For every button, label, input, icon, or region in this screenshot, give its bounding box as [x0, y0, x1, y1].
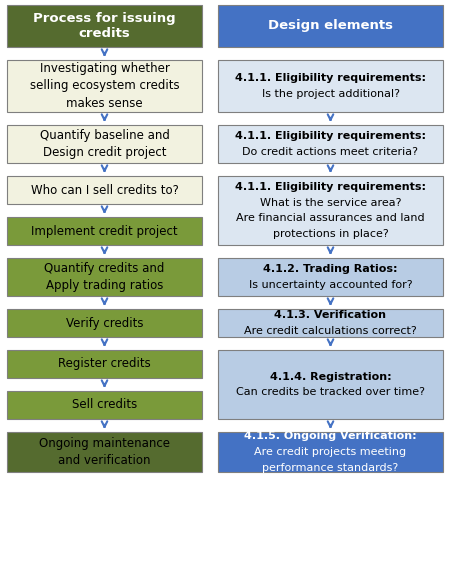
Text: Verify credits: Verify credits [66, 316, 143, 329]
Text: Implement credit project: Implement credit project [31, 224, 178, 237]
Text: makes sense: makes sense [66, 97, 143, 110]
FancyBboxPatch shape [7, 176, 202, 204]
Text: 4.1.1. Eligibility requirements:: 4.1.1. Eligibility requirements: [235, 73, 426, 83]
Text: Are financial assurances and land: Are financial assurances and land [236, 213, 425, 223]
Text: Is uncertainty accounted for?: Is uncertainty accounted for? [249, 280, 412, 290]
FancyBboxPatch shape [7, 258, 202, 296]
FancyBboxPatch shape [7, 217, 202, 245]
FancyBboxPatch shape [218, 432, 443, 472]
Text: Process for issuing
credits: Process for issuing credits [33, 12, 176, 40]
Text: Quantify baseline and: Quantify baseline and [40, 129, 170, 142]
FancyBboxPatch shape [7, 432, 202, 472]
Text: Is the project additional?: Is the project additional? [261, 89, 400, 99]
FancyBboxPatch shape [218, 258, 443, 296]
Text: and verification: and verification [58, 454, 151, 467]
FancyBboxPatch shape [218, 5, 443, 47]
FancyBboxPatch shape [218, 350, 443, 419]
Text: Who can I sell credits to?: Who can I sell credits to? [31, 184, 179, 197]
Text: Design elements: Design elements [268, 20, 393, 33]
Text: 4.1.2. Trading Ratios:: 4.1.2. Trading Ratios: [263, 264, 398, 274]
Text: Apply trading ratios: Apply trading ratios [46, 279, 163, 292]
Text: selling ecosystem credits: selling ecosystem credits [30, 80, 179, 93]
Text: Design credit project: Design credit project [43, 146, 166, 159]
Text: performance standards?: performance standards? [262, 463, 399, 472]
FancyBboxPatch shape [7, 125, 202, 163]
Text: 4.1.1. Eligibility requirements:: 4.1.1. Eligibility requirements: [235, 182, 426, 192]
Text: Ongoing maintenance: Ongoing maintenance [39, 437, 170, 450]
Text: Are credit calculations correct?: Are credit calculations correct? [244, 326, 417, 336]
FancyBboxPatch shape [7, 309, 202, 337]
FancyBboxPatch shape [7, 5, 202, 47]
Text: Can credits be tracked over time?: Can credits be tracked over time? [236, 387, 425, 397]
FancyBboxPatch shape [218, 309, 443, 337]
Text: Quantify credits and: Quantify credits and [44, 262, 165, 275]
Text: What is the service area?: What is the service area? [260, 198, 401, 208]
Text: Investigating whether: Investigating whether [40, 62, 170, 75]
FancyBboxPatch shape [218, 176, 443, 245]
Text: Are credit projects meeting: Are credit projects meeting [254, 447, 406, 457]
Text: 4.1.4. Registration:: 4.1.4. Registration: [270, 372, 392, 382]
Text: Do credit actions meet criteria?: Do credit actions meet criteria? [243, 147, 418, 157]
Text: Register credits: Register credits [58, 358, 151, 371]
FancyBboxPatch shape [7, 350, 202, 378]
Text: Sell credits: Sell credits [72, 398, 137, 411]
FancyBboxPatch shape [7, 391, 202, 419]
FancyBboxPatch shape [218, 125, 443, 163]
Text: protections in place?: protections in place? [273, 229, 388, 239]
Text: 4.1.5. Ongoing Verification:: 4.1.5. Ongoing Verification: [244, 432, 417, 441]
Text: 4.1.3. Verification: 4.1.3. Verification [274, 310, 387, 320]
FancyBboxPatch shape [7, 60, 202, 112]
Text: 4.1.1. Eligibility requirements:: 4.1.1. Eligibility requirements: [235, 131, 426, 141]
FancyBboxPatch shape [218, 60, 443, 112]
